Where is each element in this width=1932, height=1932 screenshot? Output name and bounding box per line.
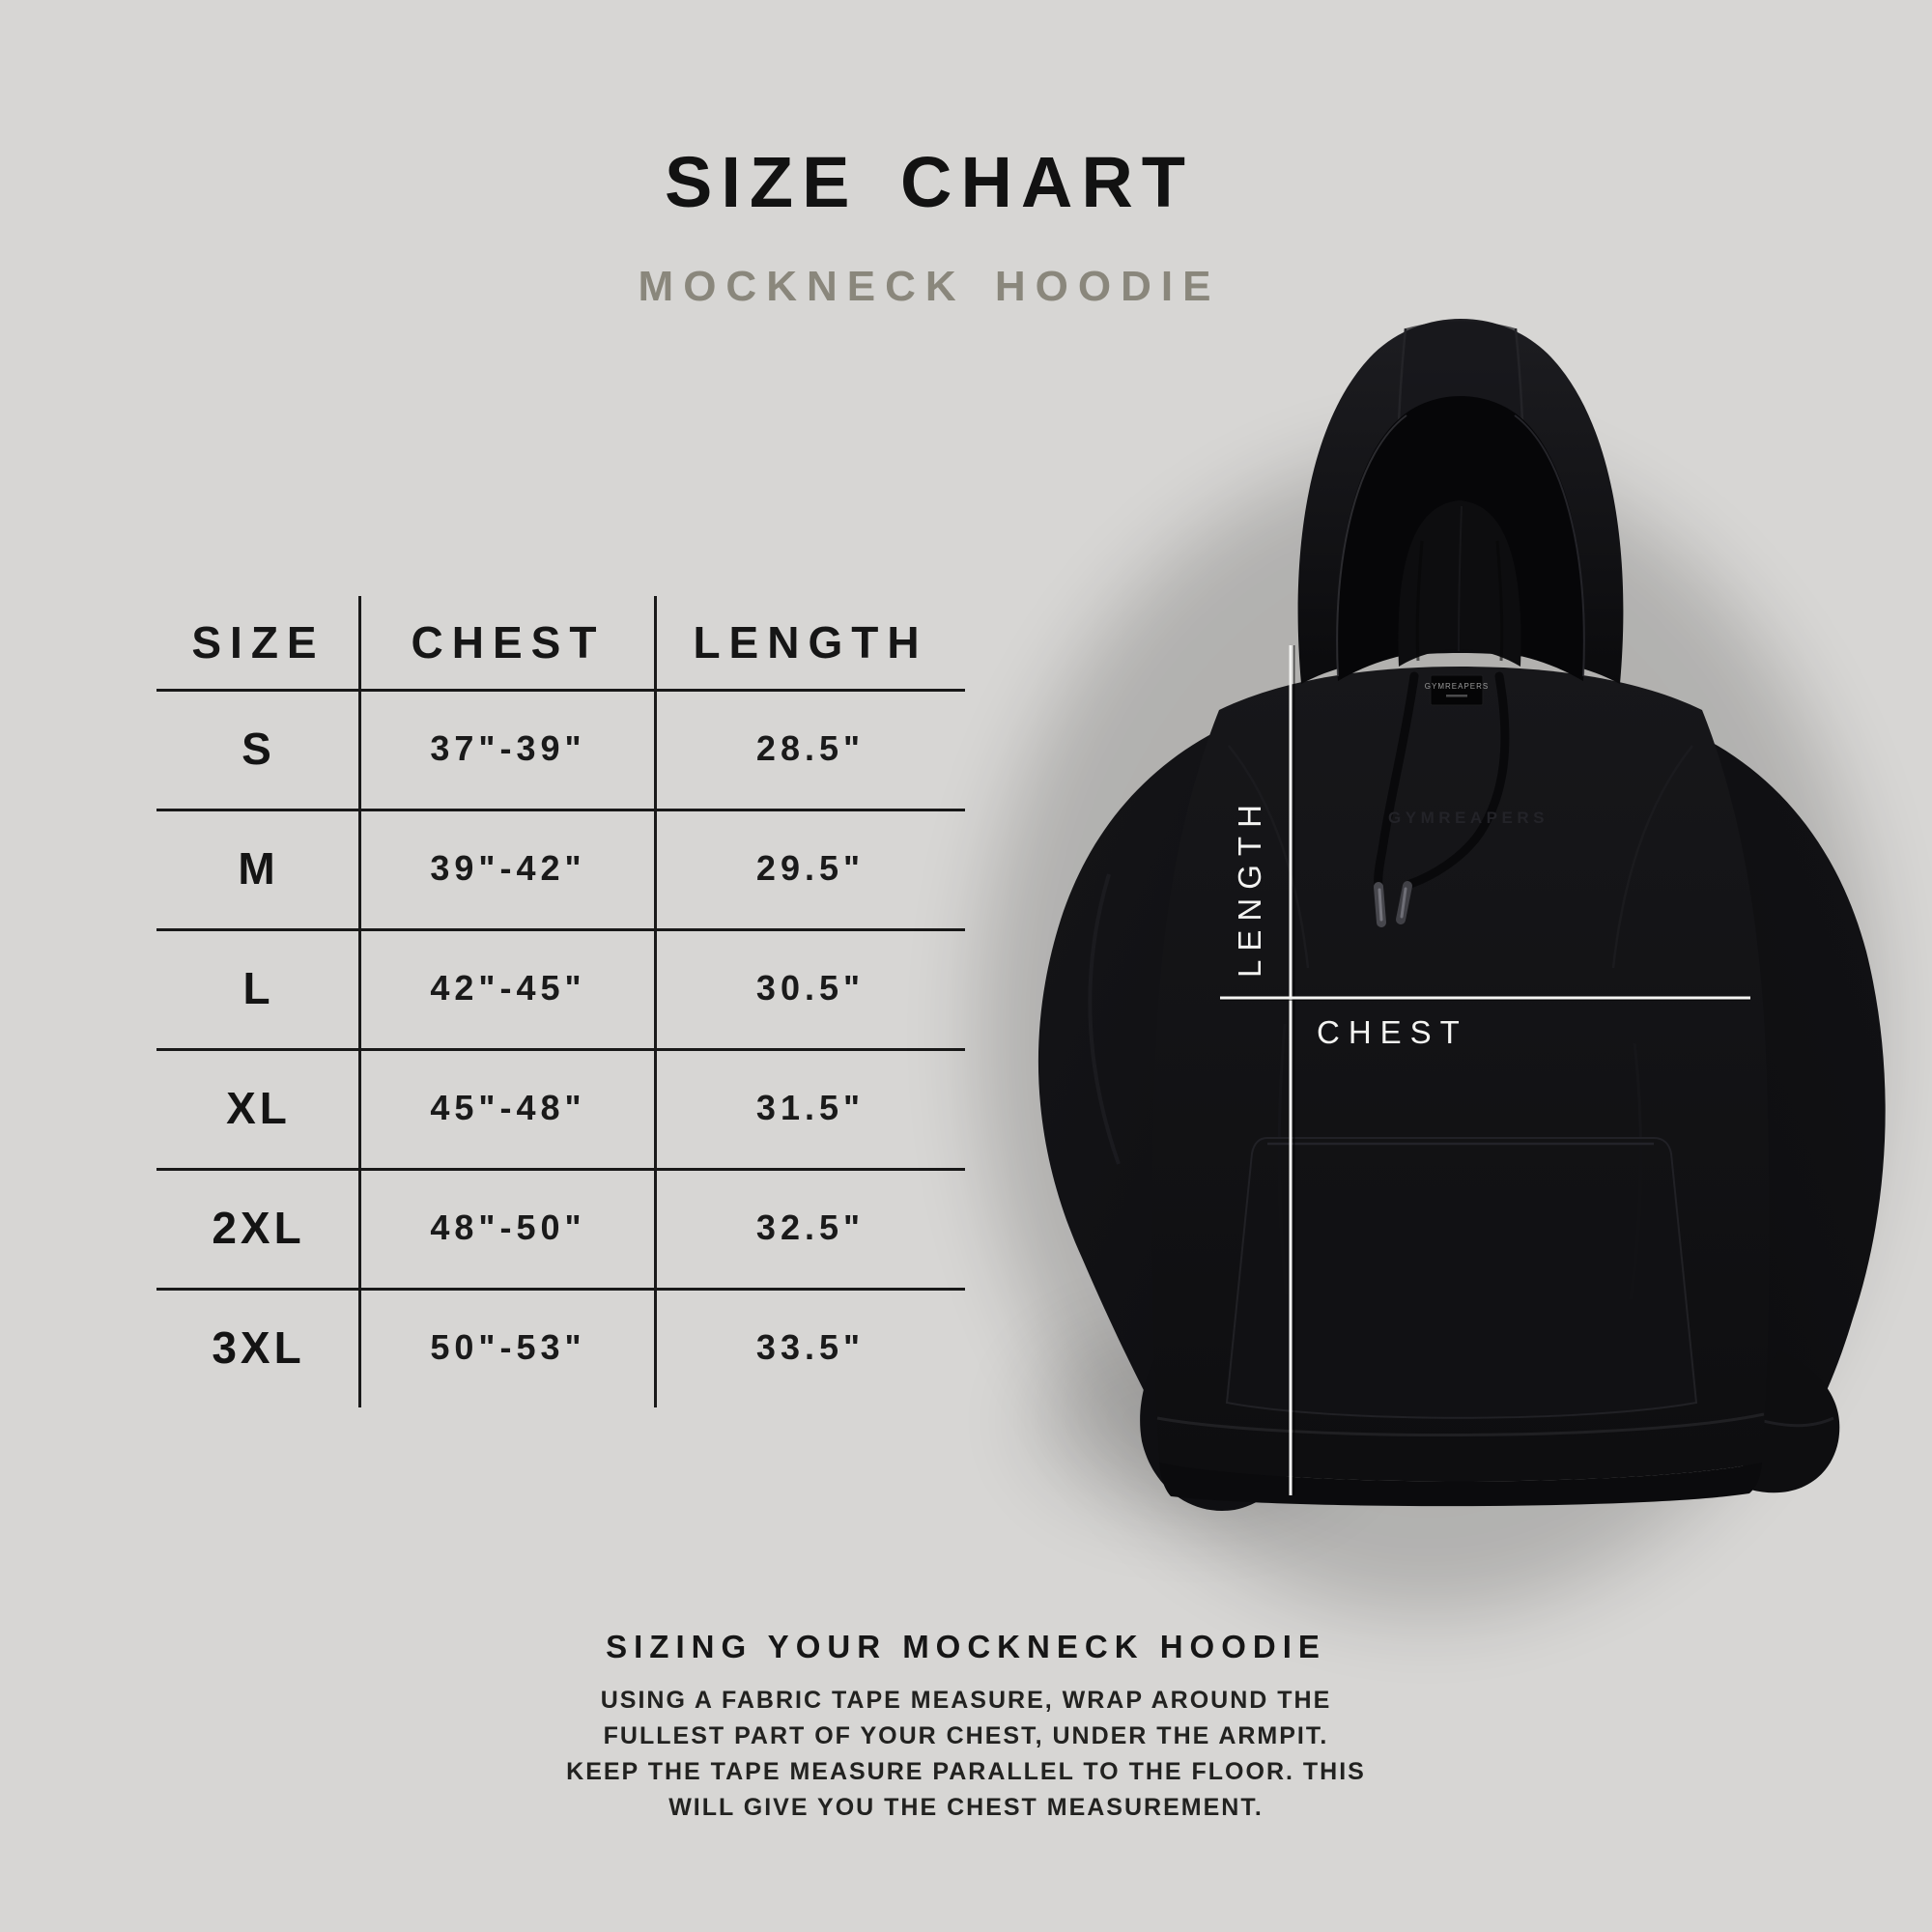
length-label: LENGTH — [1232, 796, 1267, 978]
table-row: XL 45"-48" 31.5" — [156, 1048, 965, 1168]
measure-line-horizontal-shadow — [1220, 999, 1750, 1001]
size-cell: 2XL — [212, 1203, 305, 1253]
chest-cell: 42"-45" — [430, 968, 586, 1008]
sizing-instructions: USING A FABRIC TAPE MEASURE, WRAP AROUND… — [435, 1683, 1497, 1826]
length-cell: 33.5" — [755, 1327, 866, 1367]
hood — [1297, 319, 1624, 684]
chest-print: GYMREAPERS — [1388, 809, 1548, 827]
table-row: 2XL 48"-50" 32.5" — [156, 1168, 965, 1288]
column-header-size: SIZE — [191, 617, 326, 668]
kangaroo-pocket — [1225, 1137, 1698, 1419]
hem-band — [1156, 1412, 1765, 1507]
instruction-line: KEEP THE TAPE MEASURE PARALLEL TO THE FL… — [566, 1758, 1366, 1785]
neck-tag-label: GYMREAPERS — [1425, 682, 1489, 691]
hood-interior — [1336, 396, 1585, 681]
size-chart-title: SIZE CHART — [665, 142, 1194, 222]
instruction-line: WILL GIVE YOU THE CHEST MEASUREMENT. — [668, 1794, 1264, 1821]
length-cell: 32.5" — [755, 1208, 866, 1247]
table-rule — [156, 928, 965, 931]
drawstring-right — [1396, 671, 1510, 924]
measure-line-vertical — [1289, 645, 1293, 1495]
product-subtitle: MOCKNECK HOODIE — [638, 263, 1221, 310]
instruction-line: USING A FABRIC TAPE MEASURE, WRAP AROUND… — [600, 1687, 1332, 1714]
column-header-length: LENGTH — [693, 617, 928, 668]
size-cell: S — [242, 724, 275, 774]
length-cell: 28.5" — [755, 728, 866, 768]
table-row: S 37"-39" 28.5" — [156, 689, 965, 809]
instruction-line: FULLEST PART OF YOUR CHEST, UNDER THE AR… — [603, 1722, 1329, 1749]
column-divider — [358, 596, 361, 1407]
table-rule — [156, 809, 965, 811]
neck-tag: GYMREAPERS — [1425, 674, 1489, 706]
table-row: L 42"-45" 30.5" — [156, 928, 965, 1048]
size-cell: XL — [226, 1083, 291, 1133]
column-header-chest: CHEST — [411, 617, 606, 668]
chest-cell: 50"-53" — [430, 1327, 586, 1367]
drawstring-left — [1374, 671, 1419, 927]
measurement-overlay: LENGTH CHEST — [1220, 645, 1750, 1495]
size-cell: 3XL — [212, 1322, 305, 1373]
chest-cell: 48"-50" — [430, 1208, 586, 1247]
table-rule — [156, 689, 965, 692]
table-header-row: SIZE CHEST LENGTH — [156, 596, 965, 689]
chest-cell: 39"-42" — [430, 848, 586, 888]
column-divider — [654, 596, 657, 1407]
chest-label: CHEST — [1317, 1014, 1468, 1050]
sizing-heading: SIZING YOUR MOCKNECK HOODIE — [606, 1629, 1326, 1664]
table-rule — [156, 1168, 965, 1171]
length-cell: 31.5" — [755, 1088, 866, 1127]
size-cell: M — [238, 843, 279, 894]
table-row: 3XL 50"-53" 33.5" — [156, 1288, 965, 1407]
size-cell: L — [242, 963, 274, 1013]
table-row: M 39"-42" 29.5" — [156, 809, 965, 928]
chest-cell: 37"-39" — [430, 728, 586, 768]
table-rule — [156, 1048, 965, 1051]
table-rule — [156, 1288, 965, 1291]
length-cell: 30.5" — [755, 968, 866, 1008]
length-cell: 29.5" — [755, 848, 866, 888]
measure-line-horizontal — [1220, 996, 1750, 1000]
chest-cell: 45"-48" — [430, 1088, 586, 1127]
measure-line-vertical-shadow — [1293, 645, 1295, 1495]
